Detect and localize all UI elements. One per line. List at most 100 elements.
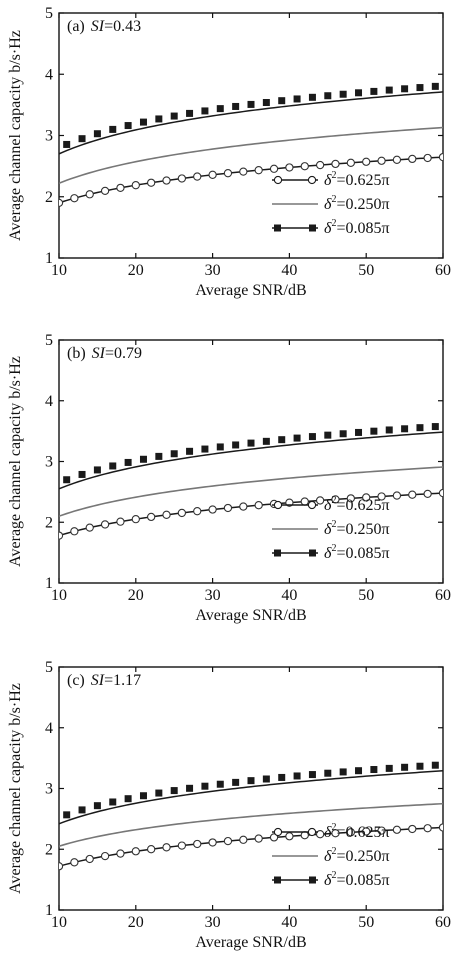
series-point — [269, 164, 279, 173]
series-point — [362, 827, 371, 836]
series-point — [370, 427, 378, 435]
panel-label: (a) SI=0.43 — [67, 18, 141, 35]
series-line-2 — [59, 770, 443, 825]
y-tick-label: 4 — [45, 393, 53, 410]
legend-superscript: 2 — [331, 218, 336, 229]
si-value: =0.79 — [105, 345, 142, 362]
series-point — [362, 493, 371, 502]
series-point — [223, 503, 233, 513]
legend-marker — [307, 175, 317, 185]
series-point — [162, 843, 171, 852]
series-point — [377, 826, 386, 835]
legend-marker — [273, 175, 283, 185]
series-point — [59, 198, 64, 208]
series-point — [193, 839, 202, 849]
series-point — [308, 771, 316, 779]
y-tick-label: 3 — [45, 454, 53, 471]
legend-delta: δ — [324, 196, 332, 213]
si-value: =0.43 — [104, 18, 141, 35]
series-point — [131, 847, 140, 856]
series-point — [392, 491, 402, 500]
legend-label: δ2=0.250π — [324, 519, 390, 538]
x-tick-label: 10 — [51, 914, 67, 931]
legend-superscript: 2 — [331, 822, 336, 833]
series-point — [385, 426, 393, 434]
x-tick-label: 30 — [205, 587, 221, 604]
x-tick-label: 60 — [435, 262, 451, 279]
series-point — [85, 523, 94, 532]
legend-value: =0.085π — [336, 872, 389, 889]
series-point — [124, 458, 132, 466]
legend-marker — [273, 500, 283, 510]
y-tick-label: 1 — [45, 902, 53, 919]
series-point — [377, 492, 386, 501]
series-point — [155, 452, 163, 460]
y-tick-label: 3 — [45, 128, 53, 145]
legend-marker — [307, 500, 317, 510]
legend-label: δ2=0.085π — [324, 870, 390, 889]
series-point — [254, 834, 263, 843]
series-point — [339, 768, 347, 776]
series-point — [423, 824, 432, 833]
series-point — [385, 764, 393, 772]
series-line-1 — [59, 126, 443, 185]
x-tick-label: 60 — [435, 587, 451, 604]
series-point — [147, 178, 156, 187]
series-point — [109, 125, 117, 133]
series-point — [85, 190, 94, 199]
y-tick-label: 5 — [45, 5, 53, 22]
series-point — [201, 107, 209, 115]
panel-letter: (b) — [67, 345, 86, 362]
si-symbol: SI — [91, 18, 105, 35]
series-point — [247, 100, 255, 108]
series-point — [331, 495, 340, 504]
series-point — [223, 169, 233, 178]
series-point — [300, 162, 309, 171]
series-point — [247, 439, 255, 447]
x-axis-label: Average SNR/dB — [195, 934, 306, 951]
series-line-2 — [59, 431, 443, 490]
series-point — [93, 130, 101, 138]
series-point — [170, 450, 178, 458]
series-point — [63, 140, 71, 148]
y-tick-label: 1 — [45, 250, 53, 267]
legend-delta: δ — [324, 872, 332, 889]
legend-delta: δ — [324, 848, 332, 865]
series-point — [278, 436, 286, 444]
series-point — [339, 90, 347, 98]
series-point — [385, 86, 393, 94]
y-tick-label: 1 — [45, 575, 53, 592]
series-point — [109, 462, 117, 470]
chart-panel-1: 10 20 30 40 50 60 1 2 3 4 5 Average SNR/dB Average c… — [7, 332, 451, 624]
x-tick-label: 10 — [51, 262, 67, 279]
series-point — [177, 508, 187, 518]
legend-value: =0.625π — [336, 172, 389, 189]
series-point — [262, 99, 270, 107]
series-point — [100, 851, 110, 861]
series-point — [431, 82, 439, 90]
series-line-2 — [59, 91, 443, 155]
series-point — [315, 496, 325, 505]
legend-label: δ2=0.085π — [324, 543, 390, 562]
series-point — [116, 517, 125, 526]
series-point — [431, 761, 439, 769]
series-point — [109, 798, 117, 806]
legend-marker — [274, 549, 281, 557]
series-point — [70, 527, 79, 536]
legend-superscript: 2 — [331, 846, 336, 857]
panel-letter: (a) — [67, 18, 85, 35]
series-point — [416, 762, 424, 770]
panel-letter: (c) — [67, 672, 85, 689]
x-tick-label: 50 — [358, 262, 374, 279]
series-point — [315, 160, 325, 170]
legend-marker — [309, 876, 316, 884]
series-point — [239, 167, 248, 176]
legend-value: =0.250π — [336, 196, 389, 213]
legend-value: =0.085π — [336, 545, 389, 562]
series-point — [186, 784, 194, 792]
x-tick-label: 30 — [205, 262, 221, 279]
series-point — [208, 170, 217, 179]
legend-marker — [273, 827, 283, 837]
y-tick-label: 4 — [45, 720, 53, 737]
